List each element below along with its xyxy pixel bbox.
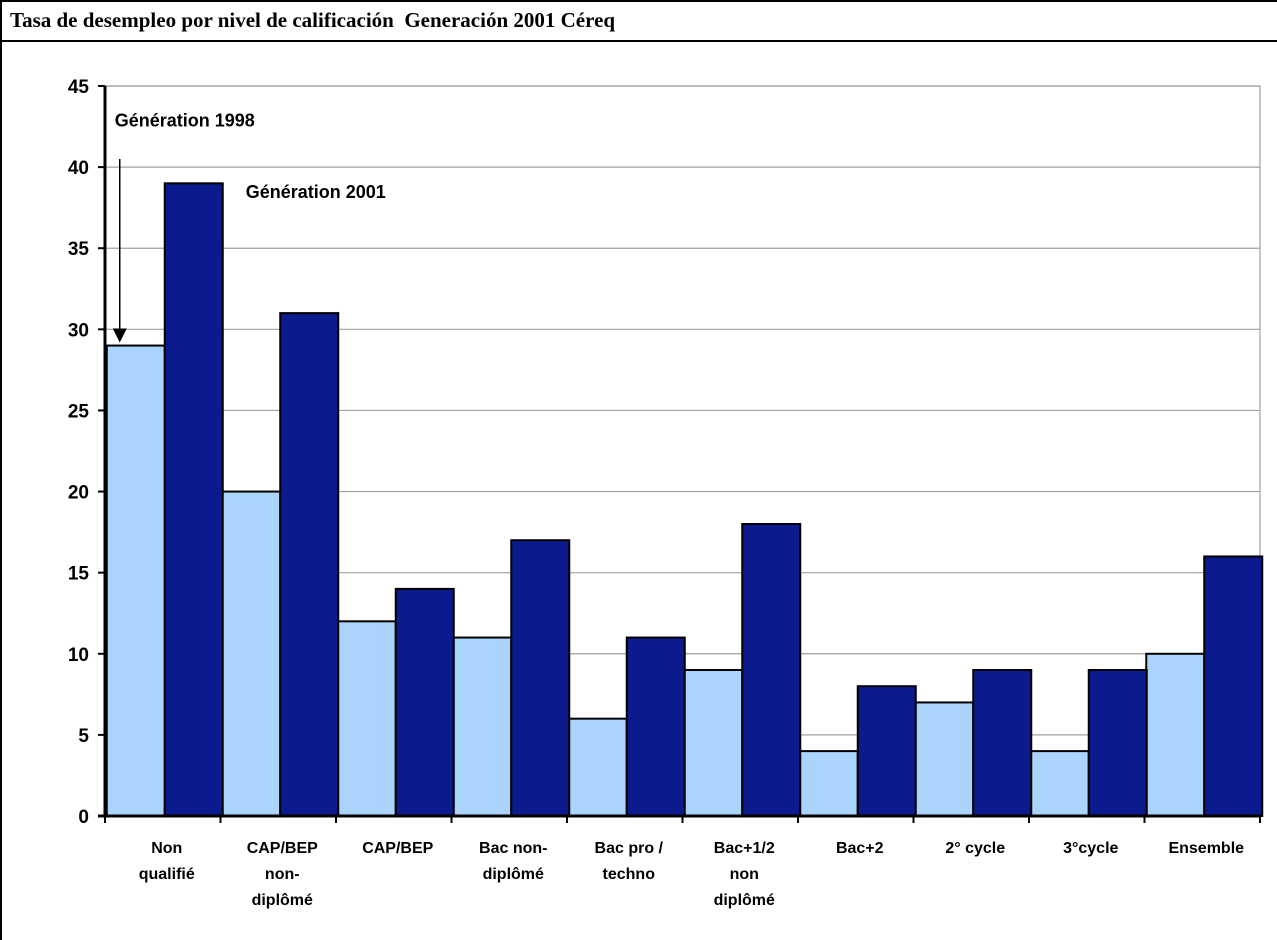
annotation-label: Génération 2001	[246, 182, 386, 202]
bar	[914, 701, 975, 818]
bar	[972, 669, 1033, 817]
bar	[567, 717, 628, 818]
x-tick-label: Bac+1/2 non diplômé	[714, 840, 775, 909]
y-tick-label: 0	[78, 807, 89, 828]
y-tick-label: 20	[68, 483, 89, 504]
y-tick-label: 40	[68, 158, 89, 179]
y-tick-label: 45	[68, 77, 90, 98]
y-tick-label: 10	[68, 645, 89, 666]
bar	[452, 636, 513, 817]
x-axis-labels: Non qualifié CAP/BEP non-diplômé CAP/BEP Bac …	[139, 840, 1244, 909]
x-tick-label: CAP/BEP non-diplômé	[247, 840, 318, 909]
bar	[394, 587, 455, 818]
bars	[105, 182, 1264, 818]
bar	[1203, 555, 1264, 817]
y-tick-label: 35	[68, 239, 90, 260]
x-tick-label: 3°cycle	[1063, 840, 1118, 857]
y-tick-label: 5	[78, 726, 89, 747]
bar	[625, 636, 686, 817]
y-tick-label: 25	[68, 401, 90, 422]
bar	[279, 312, 340, 817]
x-tick-label: 2° cycle	[945, 840, 1005, 857]
annotation-label: Génération 1998	[115, 111, 255, 131]
bar	[1087, 669, 1148, 817]
chart-title: Tasa de desempleo por nivel de calificac…	[2, 2, 1277, 42]
y-tick-label: 15	[68, 564, 90, 585]
bar	[856, 685, 917, 817]
x-tick-label: Bac+2	[836, 840, 884, 857]
x-tick-label: Non qualifié	[139, 840, 195, 883]
bar	[798, 750, 859, 817]
bar	[105, 344, 166, 817]
bar	[221, 490, 282, 817]
bar	[741, 523, 802, 817]
bar	[336, 620, 397, 817]
y-tick-label: 30	[68, 320, 89, 341]
axes	[98, 86, 1261, 823]
x-tick-label: Bac non-diplômé	[479, 840, 547, 883]
bar	[1029, 750, 1090, 817]
x-tick-label: Ensemble	[1168, 840, 1244, 857]
y-axis-ticks: 0 5 10 15 20 25 30 35 40 45	[68, 77, 105, 828]
bar	[683, 669, 744, 817]
annotation-arrow-head	[112, 328, 127, 343]
bar	[163, 182, 224, 818]
x-tick-label: Bac pro / techno	[595, 840, 664, 883]
annotations: Génération 1998 Génération 2001	[112, 111, 386, 343]
x-tick-label: CAP/BEP	[362, 840, 433, 857]
bar	[510, 539, 571, 817]
bar	[1145, 652, 1206, 817]
